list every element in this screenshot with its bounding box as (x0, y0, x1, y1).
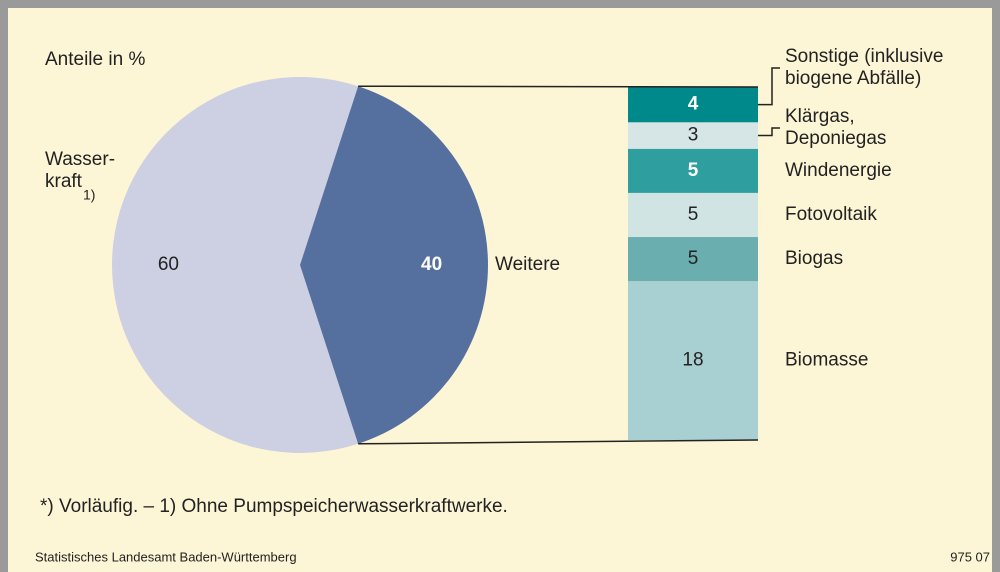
stack-segment (628, 122, 758, 149)
footnote: *) Vorläufig. – 1) Ohne Pumpspeicherwass… (40, 496, 508, 517)
pie-value: 40 (421, 254, 442, 275)
stack-label: Biomasse (785, 350, 868, 371)
pie-slice (300, 86, 488, 444)
source: Statistisches Landesamt Baden-Württember… (35, 549, 297, 564)
stack-value: 5 (688, 248, 699, 269)
subtitle: Anteile in % (45, 49, 145, 70)
pie-label-note: 1) (83, 187, 95, 203)
stack-segment (628, 192, 758, 238)
stack-value: 4 (688, 94, 699, 115)
stack-value: 5 (688, 204, 699, 225)
stack-value: 3 (688, 125, 699, 146)
stack-value: 5 (688, 160, 699, 181)
stack-segment (628, 87, 758, 123)
stack-value: 18 (682, 350, 703, 371)
pie-label: Weitere (495, 254, 560, 275)
code: 975 07 (950, 549, 990, 564)
stack-label: Deponiegas (785, 128, 886, 149)
stack-segment (628, 281, 758, 440)
stack-label: Biogas (785, 248, 843, 269)
stack-label: Fotovoltaik (785, 204, 877, 225)
stack-label: biogene Abfälle) (785, 68, 921, 89)
connector (358, 85, 759, 88)
stack-segment (628, 148, 758, 193)
stack-label: Klärgas, (785, 106, 855, 127)
stack-label: Windenergie (785, 160, 892, 181)
pie-label: kraft (45, 171, 83, 192)
pie-slice (111, 77, 359, 454)
label-bracket (758, 127, 780, 137)
label-bracket (758, 67, 780, 106)
stack-label: Sonstige (inklusive (785, 46, 943, 67)
connector (358, 439, 759, 445)
pie-label: Wasser- (45, 149, 115, 170)
pie-value: 60 (158, 254, 179, 275)
stack-segment (628, 237, 758, 282)
